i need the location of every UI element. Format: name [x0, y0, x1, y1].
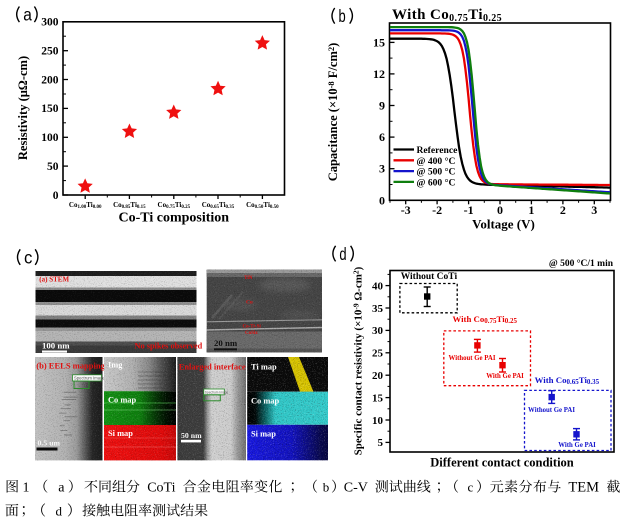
svg-text:Si map: Si map: [108, 429, 133, 438]
svg-text:d: d: [56, 503, 63, 518]
svg-text:25: 25: [372, 348, 384, 360]
svg-text:3: 3: [591, 203, 597, 217]
svg-text:20: 20: [372, 370, 384, 382]
svg-text:100 nm: 100 nm: [42, 341, 70, 351]
svg-text:Specific contact resistivity (: Specific contact resistivity (×10-9 Ω-cm…: [352, 266, 365, 455]
svg-text:100: 100: [41, 132, 59, 144]
svg-text:15: 15: [373, 35, 385, 49]
svg-text:5: 5: [378, 437, 384, 449]
svg-text:Different contact condition: Different contact condition: [430, 456, 574, 470]
svg-text:3: 3: [379, 162, 385, 176]
svg-text:1: 1: [23, 481, 30, 496]
svg-text:d: d: [339, 244, 346, 264]
svg-text:C-V: C-V: [344, 481, 368, 496]
svg-text:@ 600 °C: @ 600 °C: [417, 177, 456, 188]
svg-text:12: 12: [373, 67, 385, 81]
svg-text:@ 500 °C/1 min: @ 500 °C/1 min: [549, 258, 614, 269]
svg-text:300: 300: [41, 17, 59, 29]
svg-text:Capacitance (×10-8 F/cm2): Capacitance (×10-8 F/cm2): [326, 43, 340, 182]
svg-text:-1: -1: [464, 203, 474, 217]
svg-text:Co1.00Ti0.00: Co1.00Ti0.00: [69, 201, 102, 210]
svg-text:Without Ge PAI: Without Ge PAI: [528, 407, 575, 414]
svg-text:0: 0: [379, 193, 385, 207]
svg-text:0.5 um: 0.5 um: [38, 439, 61, 448]
svg-text:0: 0: [497, 203, 503, 217]
svg-text:250: 250: [41, 46, 59, 58]
svg-text:40: 40: [372, 280, 384, 292]
svg-text:Co-Ti composition: Co-Ti composition: [119, 211, 230, 226]
svg-text:200: 200: [41, 74, 59, 86]
svg-text:50: 50: [47, 161, 59, 173]
svg-text:Reference: Reference: [417, 145, 459, 156]
svg-text:(b) EELS mapping: (b) EELS mapping: [36, 361, 105, 371]
svg-text:1: 1: [528, 203, 534, 217]
svg-text:2: 2: [560, 203, 566, 217]
svg-text:TiN: TiN: [244, 275, 253, 281]
svg-text:With Ge PAI: With Ge PAI: [486, 373, 524, 380]
svg-text:CoTi: CoTi: [147, 481, 175, 496]
svg-text:-2: -2: [432, 203, 442, 217]
svg-text:Co0.85Ti0.15: Co0.85Ti0.15: [113, 201, 146, 210]
svg-text:c: c: [468, 480, 474, 495]
svg-text:Enlarged interface: Enlarged interface: [179, 362, 246, 371]
svg-text:Co0.50Ti0.50: Co0.50Ti0.50: [246, 201, 279, 210]
svg-text:Spectrum Image: Spectrum Image: [74, 376, 105, 381]
svg-text:Si map: Si map: [251, 430, 276, 439]
svg-text:With Co0.65Ti0.35: With Co0.65Ti0.35: [535, 375, 600, 386]
svg-text:@ 400 °C: @ 400 °C: [417, 156, 456, 167]
svg-text:Img: Img: [108, 361, 123, 370]
svg-text:10: 10: [372, 415, 384, 427]
svg-text:Co0.65Ti0.35: Co0.65Ti0.35: [202, 201, 235, 210]
svg-text:Co map: Co map: [108, 396, 136, 405]
svg-text:-3: -3: [401, 203, 411, 217]
svg-text:CoSix: CoSix: [245, 331, 258, 336]
svg-text:15: 15: [372, 392, 384, 404]
svg-text:b: b: [339, 6, 346, 26]
svg-text:With Ge PAI: With Ge PAI: [558, 442, 596, 449]
svg-text:With Co0.75Ti0.25: With Co0.75Ti0.25: [392, 7, 502, 24]
svg-text:Co: Co: [246, 300, 253, 306]
svg-text:Co-Ti-Si: Co-Ti-Si: [243, 324, 262, 329]
svg-text:a: a: [58, 481, 65, 496]
svg-text:Without Ge PAI: Without Ge PAI: [449, 355, 496, 362]
svg-text:c: c: [24, 247, 33, 267]
svg-text:Resistivity (μΩ-cm): Resistivity (μΩ-cm): [16, 56, 30, 160]
svg-text:30: 30: [372, 325, 384, 337]
svg-text:9: 9: [379, 99, 385, 113]
svg-text:TEM: TEM: [568, 480, 599, 496]
svg-text:a: a: [23, 5, 32, 25]
svg-text:35: 35: [372, 303, 384, 315]
svg-text:0: 0: [53, 190, 59, 202]
svg-text:With Co0.75Ti0.25: With Co0.75Ti0.25: [452, 314, 517, 325]
svg-text:Ti map: Ti map: [251, 363, 277, 372]
svg-text:Co0.75Ti0.25: Co0.75Ti0.25: [158, 201, 191, 210]
svg-text:20 nm: 20 nm: [214, 338, 238, 348]
svg-text:50 nm: 50 nm: [181, 431, 202, 440]
svg-text:No spikes observed: No spikes observed: [135, 342, 203, 351]
svg-text:6: 6: [379, 130, 385, 144]
svg-text:(a) STEM: (a) STEM: [39, 276, 69, 284]
svg-text:Co map: Co map: [251, 397, 279, 406]
svg-text:@ 500 °C: @ 500 °C: [417, 167, 456, 178]
svg-text:150: 150: [41, 103, 59, 115]
svg-text:Voltage (V): Voltage (V): [472, 217, 535, 232]
svg-text:Without CoTi: Without CoTi: [401, 272, 458, 282]
svg-text:Spectrum Image: Spectrum Image: [205, 390, 229, 394]
svg-text:b: b: [323, 480, 330, 495]
